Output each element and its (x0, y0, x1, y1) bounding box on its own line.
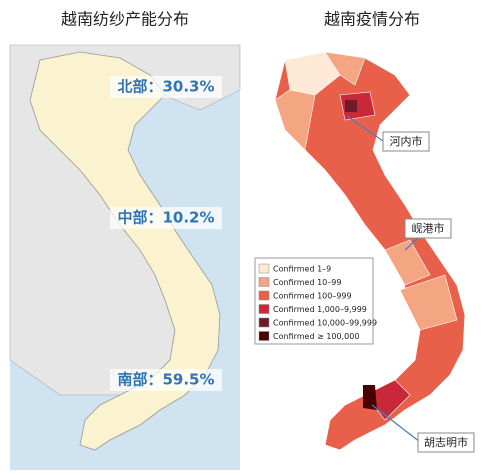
legend-swatch (258, 277, 270, 287)
legend-swatch (258, 317, 270, 328)
callout-box (404, 218, 452, 239)
label-bg (110, 369, 222, 391)
label-bg (110, 76, 222, 98)
legend-label: Confirmed 10–99 (273, 278, 341, 287)
callout-box (382, 131, 430, 152)
right-title: 越南疫情分布 (324, 10, 420, 29)
province (274, 89, 316, 151)
legend-swatch (258, 304, 270, 314)
callout-box (417, 432, 475, 453)
epidemic-map (274, 51, 466, 451)
callout-line (346, 115, 384, 142)
legend-label: Confirmed ≥ 100,000 (273, 332, 359, 341)
city-label: 河内市 (390, 134, 423, 148)
province (364, 379, 411, 421)
province (399, 274, 458, 331)
legend-label: Confirmed 1,000–9,999 (273, 305, 367, 314)
legend-label: Confirmed 10,000–99,999 (273, 319, 377, 328)
callout-line (404, 237, 419, 251)
province (284, 51, 341, 96)
city-label: 胡志明市 (424, 435, 468, 449)
province (384, 239, 431, 286)
region-label: 南部：59.5% (117, 371, 214, 389)
province (363, 385, 377, 410)
legend-swatch (258, 290, 270, 301)
city-label: 岘港市 (412, 221, 445, 235)
left-title: 越南纺纱产能分布 (61, 10, 189, 29)
province (324, 51, 366, 86)
vietnam-land (29, 51, 221, 451)
province (345, 100, 357, 112)
legend-box (254, 257, 374, 345)
province (339, 91, 376, 121)
legend-swatch (258, 331, 270, 341)
region-label: 中部：10.2% (117, 209, 214, 227)
legend-label: Confirmed 100–999 (273, 292, 352, 301)
legend: Confirmed 1–9 Confirmed 10–99 Confirmed 10… (254, 257, 377, 345)
legend-label: Confirmed 1–9 (273, 265, 331, 274)
vietnam-provinces (274, 51, 466, 451)
region-label: 北部：30.3% (117, 78, 214, 96)
label-bg (110, 207, 222, 229)
legend-swatch (258, 263, 270, 274)
callout-line (371, 404, 421, 443)
